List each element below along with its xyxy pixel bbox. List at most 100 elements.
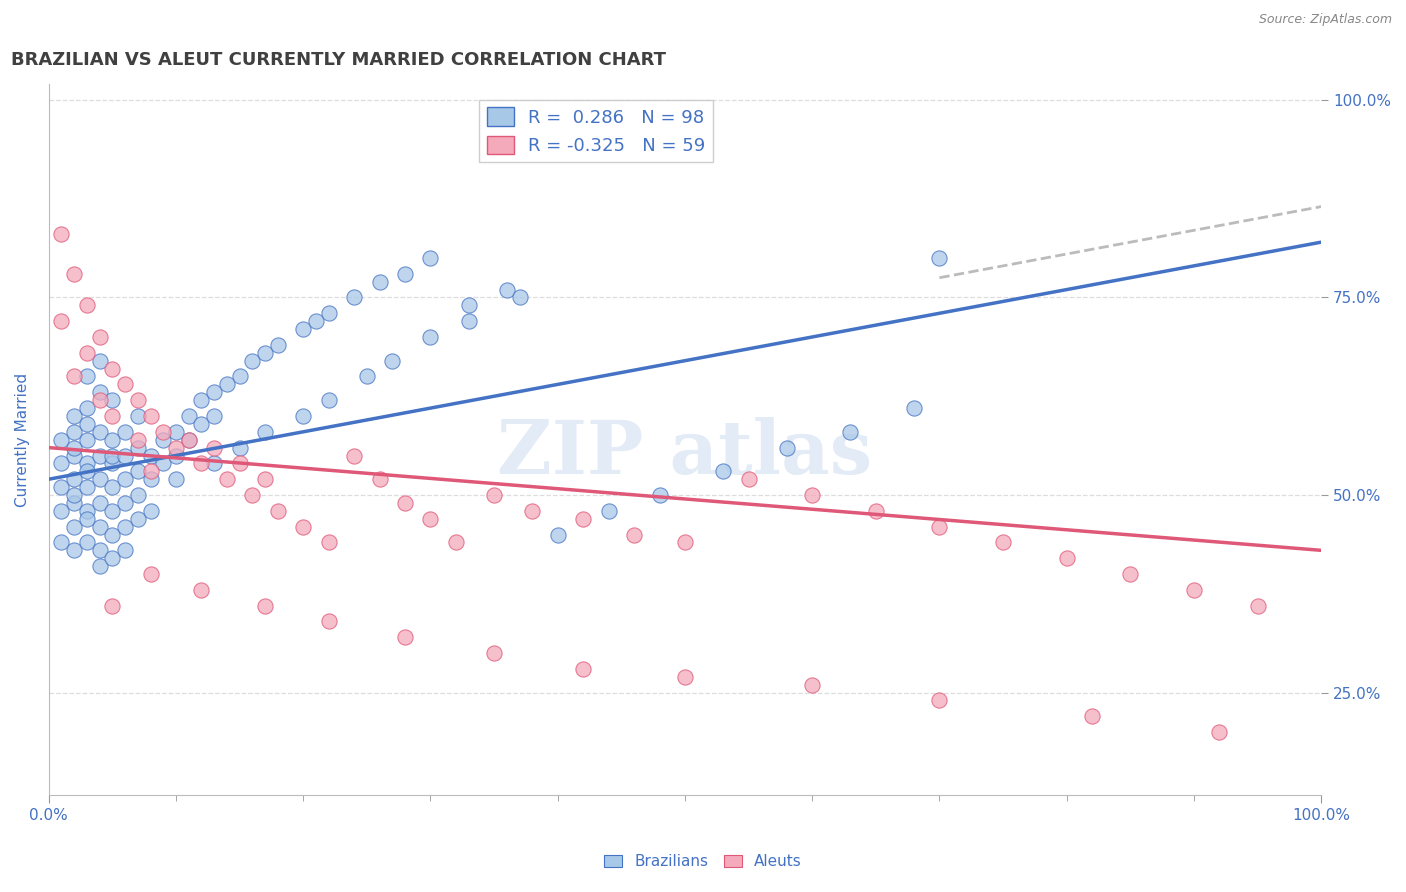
Point (202, 441, 225, 455)
Point (190, 417, 212, 431)
Y-axis label: Currently Married: Currently Married (15, 373, 30, 507)
Point (711, 464, 734, 478)
Point (89, 472, 111, 486)
Point (177, 433, 200, 447)
Point (356, 369, 378, 384)
Point (928, 693, 950, 707)
Point (152, 425, 174, 439)
Point (114, 425, 136, 439)
Point (127, 393, 149, 408)
Point (1119, 567, 1142, 582)
Point (394, 267, 416, 281)
Point (101, 527, 124, 541)
Point (114, 377, 136, 392)
Point (318, 306, 340, 320)
Point (267, 504, 290, 518)
Point (648, 488, 671, 502)
Point (89, 543, 111, 558)
Point (215, 377, 238, 392)
Point (51, 480, 73, 494)
Point (63, 472, 86, 486)
Point (76, 504, 98, 518)
Point (139, 409, 162, 423)
Point (457, 314, 479, 328)
Point (737, 472, 759, 486)
Point (63, 409, 86, 423)
Point (482, 646, 505, 660)
Point (292, 409, 315, 423)
Point (89, 496, 111, 510)
Point (51, 227, 73, 242)
Point (114, 519, 136, 533)
Point (572, 512, 595, 526)
Point (127, 441, 149, 455)
Point (101, 551, 124, 566)
Point (63, 441, 86, 455)
Point (623, 527, 645, 541)
Point (114, 543, 136, 558)
Point (482, 488, 505, 502)
Point (457, 298, 479, 312)
Point (177, 409, 200, 423)
Point (89, 449, 111, 463)
Point (63, 369, 86, 384)
Point (76, 417, 98, 431)
Point (63, 519, 86, 533)
Point (1182, 582, 1205, 597)
Point (254, 425, 277, 439)
Point (76, 464, 98, 478)
Point (76, 535, 98, 549)
Point (254, 472, 277, 486)
Point (394, 630, 416, 644)
Point (991, 535, 1014, 549)
Point (76, 480, 98, 494)
Point (292, 519, 315, 533)
Text: BRAZILIAN VS ALEUT CURRENTLY MARRIED CORRELATION CHART: BRAZILIAN VS ALEUT CURRENTLY MARRIED COR… (11, 51, 665, 69)
Point (101, 361, 124, 376)
Point (1208, 725, 1230, 739)
Point (165, 449, 187, 463)
Point (165, 441, 187, 455)
Point (928, 251, 950, 265)
Point (101, 393, 124, 408)
Point (202, 457, 225, 471)
Point (101, 480, 124, 494)
Point (127, 433, 149, 447)
Point (305, 314, 328, 328)
Point (776, 441, 799, 455)
Point (1056, 551, 1078, 566)
Point (139, 464, 162, 478)
Point (101, 457, 124, 471)
Point (139, 504, 162, 518)
Point (673, 535, 696, 549)
Point (139, 567, 162, 582)
Point (101, 433, 124, 447)
Point (318, 393, 340, 408)
Point (127, 512, 149, 526)
Text: Source: ZipAtlas.com: Source: ZipAtlas.com (1258, 13, 1392, 27)
Point (318, 535, 340, 549)
Point (63, 543, 86, 558)
Point (51, 314, 73, 328)
Point (419, 251, 441, 265)
Point (63, 496, 86, 510)
Point (254, 599, 277, 613)
Point (228, 441, 250, 455)
Point (63, 449, 86, 463)
Point (572, 662, 595, 676)
Point (1081, 709, 1104, 723)
Point (101, 504, 124, 518)
Point (419, 512, 441, 526)
Point (865, 504, 887, 518)
Point (89, 330, 111, 344)
Point (190, 393, 212, 408)
Point (202, 409, 225, 423)
Point (202, 385, 225, 400)
Point (114, 496, 136, 510)
Legend: R =  0.286   N = 98, R = -0.325   N = 59: R = 0.286 N = 98, R = -0.325 N = 59 (479, 100, 713, 162)
Point (127, 409, 149, 423)
Point (139, 449, 162, 463)
Point (76, 369, 98, 384)
Point (127, 488, 149, 502)
Point (89, 353, 111, 368)
